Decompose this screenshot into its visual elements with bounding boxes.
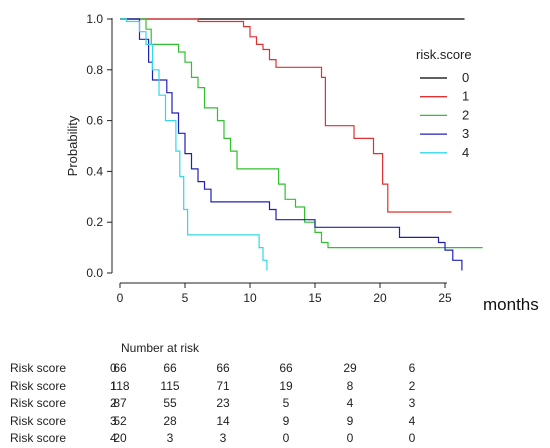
x-ticks: 0 5 10 15 20 25 <box>117 283 452 305</box>
series-line-1 <box>120 18 452 213</box>
y-ticks: 0.0 0.2 0.4 0.6 0.8 1.0 <box>86 12 112 280</box>
series-lines <box>120 18 483 271</box>
series-line-3 <box>120 18 463 271</box>
y-tick-label: 0.6 <box>86 114 103 128</box>
x-axis-title: months <box>483 295 539 314</box>
legend-entry-0: 0 <box>462 70 469 85</box>
y-tick-label: 0.2 <box>86 215 103 229</box>
x-tick-label: 25 <box>438 291 452 305</box>
legend-entry-3: 3 <box>462 126 469 141</box>
y-tick-label: 0.8 <box>86 63 103 77</box>
series-line-4 <box>120 18 268 271</box>
x-tick-label: 5 <box>182 291 189 305</box>
series-line-2 <box>120 18 483 249</box>
x-tick-label: 10 <box>243 291 257 305</box>
x-tick-label: 15 <box>308 291 322 305</box>
x-tick-label: 0 <box>117 291 124 305</box>
legend: risk.score 0 1 2 3 4 <box>416 47 472 160</box>
legend-entry-4: 4 <box>462 145 469 160</box>
legend-entry-1: 1 <box>462 89 469 104</box>
x-tick-label: 20 <box>373 291 387 305</box>
y-tick-label: 1.0 <box>86 12 103 26</box>
legend-title: risk.score <box>416 47 472 62</box>
y-axis-title: Probability <box>65 115 80 176</box>
y-tick-label: 0.4 <box>86 164 103 178</box>
legend-entry-2: 2 <box>462 107 469 122</box>
y-tick-label: 0.0 <box>86 266 103 280</box>
